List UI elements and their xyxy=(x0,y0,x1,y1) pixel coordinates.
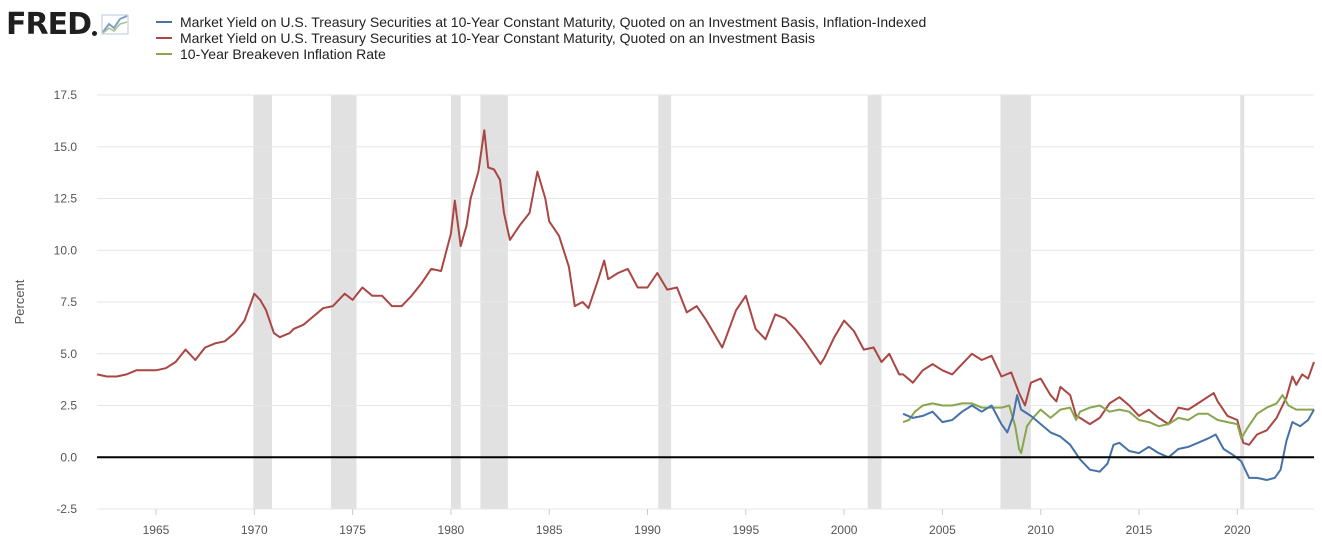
chart-header: FRED Market Yield on U.S. Treasury Secur… xyxy=(0,0,1322,80)
x-tick-label-7: 2000 xyxy=(831,523,858,537)
y-tick-label-4: 7.5 xyxy=(60,295,77,309)
x-tick-label-5: 1990 xyxy=(634,523,661,537)
series-line-1 xyxy=(96,129,1315,446)
logo-dot xyxy=(92,30,97,36)
y-axis-ticks: -2.5 0.0 2.5 5.0 7.5 10.0 12.5 15.0 17.5 xyxy=(54,88,78,516)
y-tick-label-0: -2.5 xyxy=(56,502,77,516)
series-line-2 xyxy=(902,394,1314,455)
x-tick-label-9: 2010 xyxy=(1027,523,1054,537)
x-axis-ticks: 1965 1970 1975 1980 1985 1990 1995 2000 2005 2010… xyxy=(143,509,1251,537)
graph-line-icon xyxy=(101,14,129,35)
series-lines xyxy=(96,129,1315,481)
y-tick-label-6: 12.5 xyxy=(54,192,78,206)
legend-item-nominal[interactable]: Market Yield on U.S. Treasury Securities… xyxy=(156,30,926,46)
series-line-0 xyxy=(902,394,1315,481)
legend-label-breakeven: 10-Year Breakeven Inflation Rate xyxy=(180,46,386,62)
legend-swatch-breakeven xyxy=(156,53,172,55)
x-tick-label-10: 2015 xyxy=(1126,523,1153,537)
y-tick-label-5: 10.0 xyxy=(54,243,78,257)
x-tick-label-0: 1965 xyxy=(143,523,170,537)
y-tick-label-8: 17.5 xyxy=(54,88,78,102)
y-tick-label-3: 5.0 xyxy=(60,347,77,361)
x-tick-label-2: 1975 xyxy=(339,523,366,537)
legend-swatch-nominal xyxy=(156,37,172,39)
x-tick-label-4: 1985 xyxy=(536,523,563,537)
y-tick-label-2: 2.5 xyxy=(60,399,77,413)
gridlines xyxy=(97,94,1314,510)
logo-text: FRED xyxy=(6,6,92,42)
legend-item-breakeven[interactable]: 10-Year Breakeven Inflation Rate xyxy=(156,46,926,62)
legend-swatch-tips xyxy=(156,21,172,23)
legend-item-tips[interactable]: Market Yield on U.S. Treasury Securities… xyxy=(156,14,926,30)
y-tick-label-7: 15.0 xyxy=(54,140,78,154)
x-tick-label-8: 2005 xyxy=(929,523,956,537)
x-tick-label-6: 1995 xyxy=(732,523,759,537)
y-axis-title: Percent xyxy=(12,279,27,324)
x-tick-label-3: 1980 xyxy=(438,523,465,537)
y-tick-label-1: 0.0 xyxy=(60,450,77,464)
fred-logo[interactable]: FRED xyxy=(6,6,131,42)
legend-label-tips: Market Yield on U.S. Treasury Securities… xyxy=(180,14,927,30)
x-tick-label-11: 2020 xyxy=(1224,523,1251,537)
x-tick-label-1: 1970 xyxy=(241,523,268,537)
chart-legend: Market Yield on U.S. Treasury Securities… xyxy=(156,14,926,62)
legend-label-nominal: Market Yield on U.S. Treasury Securities… xyxy=(180,30,815,46)
